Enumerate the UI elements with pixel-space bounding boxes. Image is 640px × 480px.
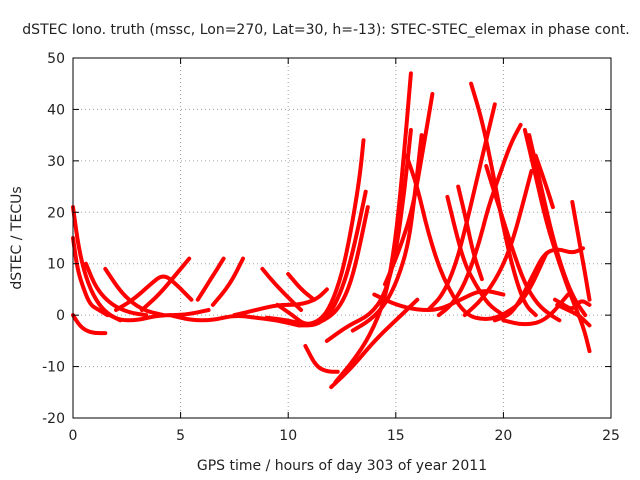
data-series-23 xyxy=(383,92,435,287)
data-series-11 xyxy=(210,256,245,307)
data-series-36 xyxy=(533,153,555,210)
x-axis-label: GPS time / hours of day 303 of year 2011 xyxy=(197,458,487,474)
grid-lines xyxy=(73,58,611,418)
data-series-18 xyxy=(303,344,340,374)
data-series-13 xyxy=(232,287,329,318)
data-series-31 xyxy=(484,164,562,323)
x-tick-label: 5 xyxy=(176,428,185,444)
data-series-37 xyxy=(553,297,592,311)
y-axis-label: dSTEC / TECUs xyxy=(9,186,25,289)
data-series-21 xyxy=(324,128,413,343)
chart-title: dSTEC Iono. truth (mssc, Lon=270, Lat=30… xyxy=(22,22,629,38)
data-series xyxy=(71,71,592,390)
x-axis-ticks: 0 5 10 15 20 25 xyxy=(69,58,620,444)
data-series-22 xyxy=(350,133,424,333)
x-tick-label: 20 xyxy=(494,428,512,444)
data-series-2 xyxy=(71,236,110,318)
y-tick-label: 0 xyxy=(56,308,65,324)
data-series-8 xyxy=(139,256,192,312)
y-tick-label: -20 xyxy=(42,411,65,427)
data-series-24 xyxy=(404,153,549,321)
y-tick-label: 50 xyxy=(47,51,65,67)
data-series-30 xyxy=(436,122,523,318)
data-series-1 xyxy=(71,205,123,323)
x-tick-label: 10 xyxy=(279,428,297,444)
data-series-35 xyxy=(527,133,588,318)
data-series-10 xyxy=(195,256,226,302)
y-tick-label: -10 xyxy=(42,360,65,376)
data-series-33 xyxy=(492,246,585,323)
data-series-38 xyxy=(570,200,592,302)
data-series-12 xyxy=(260,266,304,312)
data-series-7 xyxy=(114,274,194,312)
x-tick-label: 15 xyxy=(387,428,405,444)
data-series-15 xyxy=(275,138,366,326)
y-tick-label: 30 xyxy=(47,154,65,170)
data-series-5 xyxy=(103,266,166,318)
data-series-17 xyxy=(264,205,370,327)
data-series-4 xyxy=(83,261,149,318)
y-tick-label: 10 xyxy=(47,257,65,273)
data-series-40 xyxy=(501,292,570,327)
x-tick-label: 0 xyxy=(69,428,78,444)
data-series-29 xyxy=(426,102,497,312)
data-series-32 xyxy=(462,169,534,318)
y-tick-label: 40 xyxy=(47,102,65,118)
y-tick-label: 20 xyxy=(47,205,65,221)
data-series-3 xyxy=(71,313,108,336)
plot-frame xyxy=(72,57,612,419)
y-axis-ticks: -20 -10 0 10 20 30 40 50 xyxy=(42,51,611,427)
x-tick-label: 25 xyxy=(602,428,620,444)
data-series-14 xyxy=(286,272,316,302)
